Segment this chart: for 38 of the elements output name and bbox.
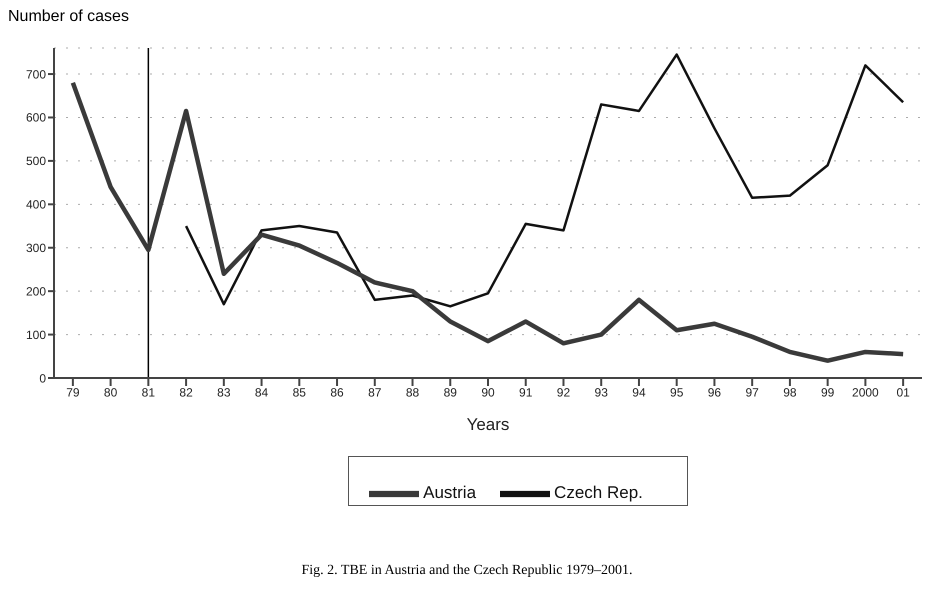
x-tick-label: 84	[254, 386, 269, 400]
x-tick-label: 95	[670, 386, 684, 400]
y-axis-title: Number of cases	[8, 8, 129, 26]
x-axis-title: Years	[466, 415, 510, 434]
x-tick-label: 98	[783, 386, 797, 400]
x-tick-label: 87	[368, 386, 382, 400]
x-tick-label: 97	[745, 386, 760, 400]
x-tick-label: 90	[481, 386, 495, 400]
x-tick-label: 94	[632, 386, 646, 400]
y-tick-label: 100	[26, 328, 46, 342]
x-tick-label: 82	[179, 386, 194, 400]
x-tick-label: 91	[519, 386, 533, 400]
x-tick-label: 81	[142, 386, 156, 400]
y-tick-label: 500	[26, 154, 46, 168]
x-tick-label: 80	[104, 386, 118, 400]
x-tick-label: 96	[708, 386, 722, 400]
x-tick-label: 89	[444, 386, 458, 400]
x-tick-label: 2000	[852, 386, 880, 400]
y-tick-label: 600	[26, 110, 46, 125]
y-tick-label: 200	[26, 284, 46, 298]
line-series	[70, 80, 906, 363]
x-tick-label: 83	[217, 386, 231, 400]
y-tick-label: 300	[26, 240, 46, 255]
x-tick-label: 93	[594, 386, 608, 400]
x-tick-label: 85	[292, 386, 306, 400]
y-tick-label: 400	[26, 198, 46, 212]
x-tick-label: 88	[406, 386, 420, 400]
x-tick-label: 86	[330, 386, 344, 400]
caption: Fig. 2. TBE in Austria and the Czech Republic 1979–2001.	[300, 563, 634, 579]
y-tick-label: 700	[26, 67, 46, 82]
x-tick-label: 99	[820, 386, 835, 400]
x-tick-label: 92	[556, 386, 570, 400]
y-tick-label: 0	[39, 371, 46, 386]
x-tick-label: 01	[896, 386, 910, 400]
legend-label: Czech Rep.	[554, 483, 643, 502]
line-series	[184, 53, 904, 308]
legend-label: Austria	[423, 483, 476, 502]
x-tick-label: 79	[66, 386, 80, 400]
